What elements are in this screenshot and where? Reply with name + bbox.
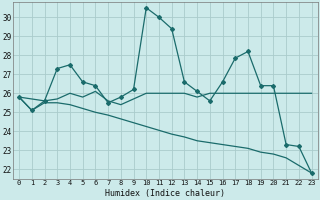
X-axis label: Humidex (Indice chaleur): Humidex (Indice chaleur) bbox=[105, 189, 225, 198]
